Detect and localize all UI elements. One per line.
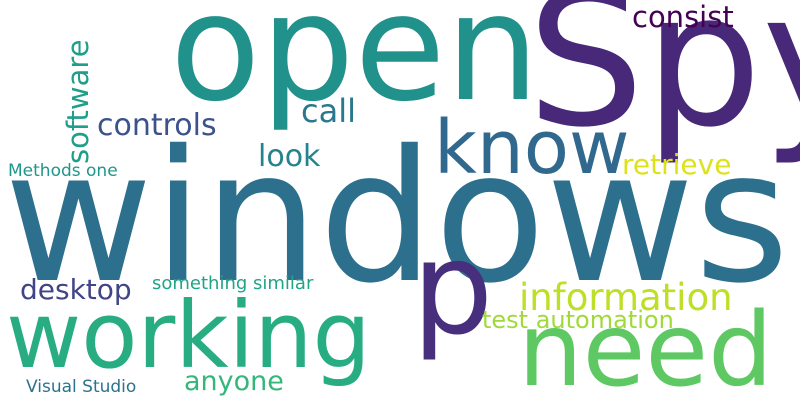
- word-open: open: [170, 0, 540, 134]
- word-software: software: [61, 39, 95, 164]
- word-know: know: [434, 105, 630, 191]
- word-p: p: [412, 215, 494, 364]
- word-desktop: desktop: [20, 273, 132, 306]
- word-look: look: [258, 139, 321, 174]
- word-spy: Spy: [527, 0, 800, 168]
- word-visual-studio: Visual Studio: [26, 377, 137, 397]
- word-information: information: [519, 276, 733, 319]
- word-test-automation: test automation: [482, 306, 674, 334]
- word-something-similar: something similar: [152, 273, 314, 294]
- word-anyone: anyone: [184, 366, 284, 397]
- word-working: working: [6, 282, 371, 389]
- word-windows: windows: [4, 111, 790, 323]
- word-consist: consist: [632, 0, 734, 34]
- word-methods-one: Methods one: [8, 161, 118, 181]
- word-need: need: [518, 291, 773, 400]
- word-controls: controls: [97, 108, 217, 143]
- word-retrieve: retrieve: [622, 148, 732, 181]
- word-call: call: [301, 92, 356, 130]
